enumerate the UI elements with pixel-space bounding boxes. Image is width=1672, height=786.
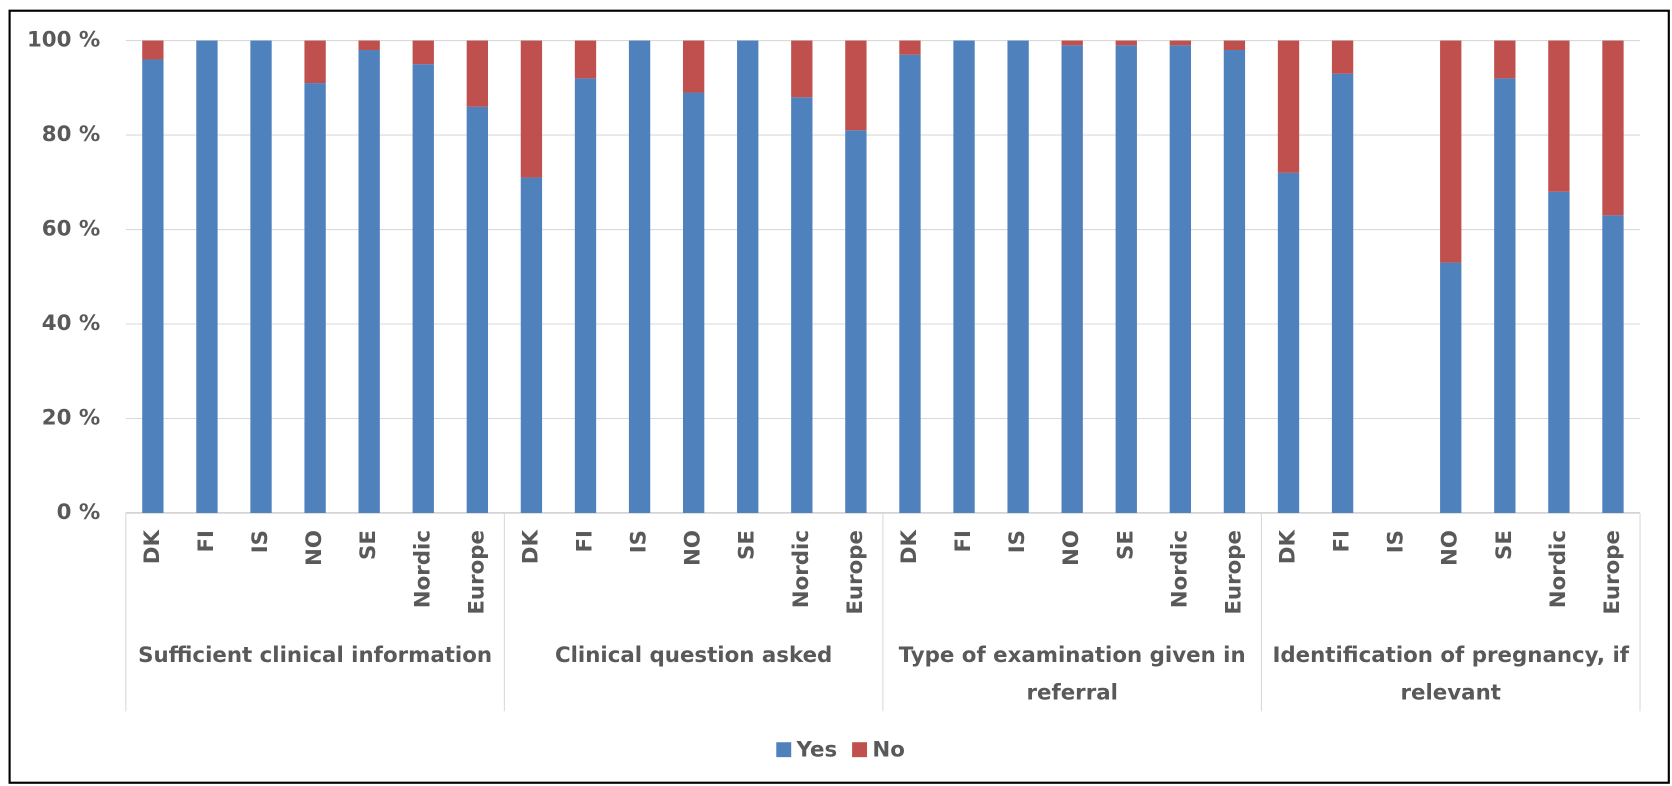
bar-segment (574, 78, 597, 513)
bar-segment (791, 97, 813, 513)
bar-segment (1061, 45, 1083, 513)
bar-segment (845, 130, 867, 513)
group-label: Identification of pregnancy, if relevant (1272, 641, 1630, 705)
legend-swatch (852, 742, 868, 758)
legend-swatch (776, 742, 792, 758)
bar-segment (520, 40, 543, 178)
group-label-box: Clinical question asked (554, 641, 833, 668)
x-tick-label: Europe (464, 530, 489, 615)
bar-segment (142, 59, 164, 513)
bar-segment (791, 40, 813, 98)
x-tick-label: SE (356, 530, 381, 560)
y-tick-label: 40 % (42, 311, 100, 336)
bar-segment (142, 40, 164, 60)
group-label-box: Identification of pregnancy, if relevant (1272, 641, 1630, 705)
group-label-box: Sufficient clinical information (138, 641, 493, 668)
bar-segment (304, 40, 326, 84)
y-tick-label: 100 % (27, 28, 100, 53)
bar-segment (1494, 78, 1516, 513)
x-tick-label: FI (572, 530, 597, 553)
x-tick-label: IS (248, 530, 273, 553)
x-tick-label: SE (1113, 530, 1138, 560)
bar-segment (1169, 45, 1192, 513)
x-tick-label: FI (951, 530, 976, 553)
bar-segment (250, 40, 272, 513)
bar-segment (1494, 40, 1516, 79)
x-tick-label: DK (1276, 529, 1301, 565)
x-tick-label: FI (1330, 530, 1355, 553)
x-tick-label: IS (1005, 530, 1030, 553)
bar-segment (1331, 73, 1354, 513)
bar-segment (1548, 191, 1570, 513)
x-tick-label: SE (1492, 530, 1517, 560)
bar-segment (1223, 40, 1246, 51)
bar-segment (1169, 40, 1192, 46)
bar-segment (196, 40, 218, 513)
x-tick-label: Nordic (789, 530, 814, 608)
legend-label: Yes (796, 738, 838, 763)
x-tick-label: DK (140, 529, 165, 565)
y-tick-label: 20 % (42, 405, 100, 430)
chart-frame (8, 9, 1670, 784)
group-label-box: Type of examination given in referral (898, 641, 1246, 705)
x-tick-label: NO (1059, 530, 1084, 566)
bar-segment (899, 40, 921, 55)
bar-segment (1277, 40, 1300, 173)
bar-segment (682, 92, 705, 513)
x-tick-label: FI (194, 530, 219, 553)
group-label: Type of examination given in referral (898, 641, 1246, 705)
bar-segment (358, 40, 380, 51)
bar-segment (1061, 40, 1083, 46)
bar-segment (520, 177, 543, 513)
bar-segment (1007, 40, 1029, 513)
bar-segment (1602, 215, 1624, 513)
x-tick-label: NO (302, 530, 327, 566)
x-tick-label: Nordic (1546, 530, 1571, 608)
bar-segment (574, 40, 597, 79)
bar-segment (899, 54, 921, 513)
bar-segment (737, 40, 759, 513)
bar-segment (1331, 40, 1354, 74)
x-tick-label: DK (518, 529, 543, 565)
x-tick-label: Nordic (410, 530, 435, 608)
bar-segment (1277, 172, 1300, 513)
bar-segment (1602, 40, 1624, 216)
bar-segment (682, 40, 705, 93)
x-tick-label: IS (627, 530, 652, 553)
bar-segment (304, 83, 326, 513)
bar-segment (1115, 40, 1137, 46)
bar-segment (1223, 50, 1246, 513)
x-tick-label: DK (897, 529, 922, 565)
bar-segment (358, 50, 380, 513)
x-tick-label: Europe (1221, 530, 1246, 615)
legend-label: No (872, 738, 904, 763)
bar-segment (466, 40, 488, 107)
x-tick-label: IS (1384, 530, 1409, 553)
bar-segment (412, 64, 434, 513)
bar-segment (466, 106, 488, 513)
x-tick-label: Nordic (1167, 530, 1192, 608)
y-tick-label: 60 % (42, 217, 100, 242)
bar-segment (953, 40, 975, 513)
bar-segment (1548, 40, 1570, 192)
bar-segment (1440, 262, 1462, 513)
bar-segment (628, 40, 651, 513)
group-label: Clinical question asked (554, 641, 833, 668)
bar-segment (412, 40, 434, 65)
x-tick-label: SE (735, 530, 760, 560)
y-tick-label: 0 % (57, 500, 101, 525)
x-tick-label: Europe (1600, 530, 1625, 615)
bar-segment (1440, 40, 1462, 263)
x-tick-label: Europe (843, 530, 868, 615)
group-label: Sufficient clinical information (138, 641, 493, 668)
y-tick-label: 80 % (42, 122, 100, 147)
x-tick-label: NO (681, 530, 706, 566)
x-tick-label: NO (1438, 530, 1463, 566)
bar-segment (1115, 45, 1137, 513)
bar-segment (845, 40, 867, 131)
